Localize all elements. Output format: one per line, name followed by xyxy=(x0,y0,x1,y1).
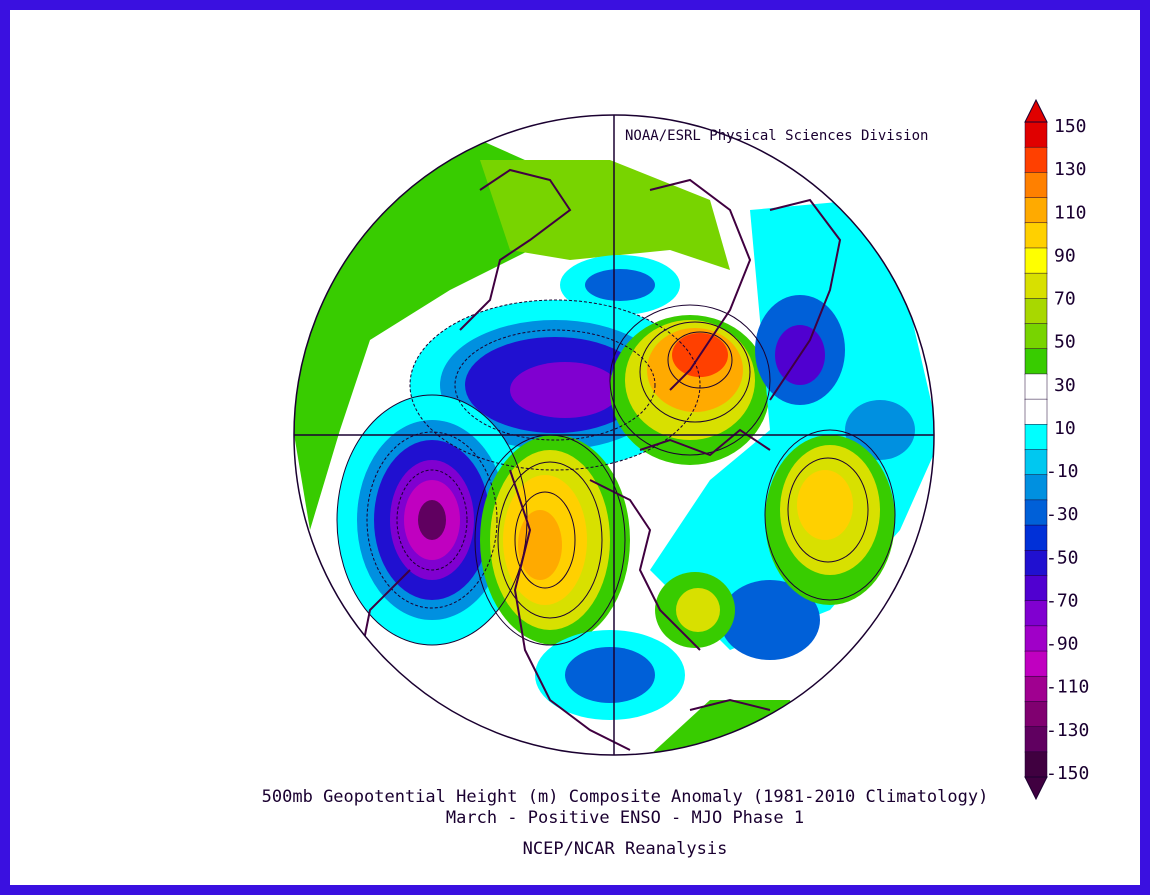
colorbar-swatch xyxy=(1024,172,1048,199)
colorbar-swatch xyxy=(1024,298,1048,325)
colorbar-tick-label: -150 xyxy=(1046,763,1089,784)
colorbar-swatch xyxy=(1024,398,1048,426)
colorbar-swatch xyxy=(1024,197,1048,224)
colorbar-swatch xyxy=(1024,675,1048,703)
colorbar-swatch xyxy=(1024,524,1048,552)
colorbar-swatch xyxy=(1024,575,1048,602)
colorbar-swatch xyxy=(1024,625,1048,652)
anomaly-map: 150 130 110 90 70 50 30 10 -10 -30 -50 -70 -90 -110 -1… xyxy=(293,98,1089,801)
colorbar-swatch xyxy=(1024,424,1048,451)
colorbar-arrow xyxy=(1024,98,1048,123)
colorbar-tick-label: 70 xyxy=(1054,289,1076,310)
map-title: 500mb Geopotential Height (m) Composite … xyxy=(261,787,989,807)
colorbar-swatch xyxy=(1024,499,1048,526)
colorbar-tick-label: 90 xyxy=(1054,245,1076,266)
credit-label: NOAA/ESRL Physical Sciences Division xyxy=(625,128,929,144)
data-source-label: NCEP/NCAR Reanalysis xyxy=(522,839,728,859)
contour-lines xyxy=(336,299,896,646)
colorbar-tick-label: 30 xyxy=(1054,375,1076,396)
colorbar-tick-label: 110 xyxy=(1054,202,1087,223)
anomaly-field xyxy=(294,115,934,755)
colorbar-swatch xyxy=(1024,701,1048,728)
map-subtitle: March - Positive ENSO - MJO Phase 1 xyxy=(445,808,805,828)
colorbar-swatch xyxy=(1024,474,1048,501)
colorbar-tick-label: 130 xyxy=(1054,159,1087,180)
colorbar-swatch xyxy=(1024,323,1048,350)
colorbar-swatch xyxy=(1024,146,1048,174)
colorbar-swatch xyxy=(1024,600,1048,627)
colorbar-swatch xyxy=(1024,373,1048,400)
colorbar-tick-label: -70 xyxy=(1046,590,1079,611)
colorbar-tick-label: -130 xyxy=(1046,720,1089,741)
colorbar-arrow xyxy=(1024,776,1048,801)
colorbar-tick-label: -10 xyxy=(1046,461,1079,482)
colorbar-swatch xyxy=(1024,751,1048,778)
colorbar-tick-label: -30 xyxy=(1046,504,1079,525)
colorbar-swatch xyxy=(1024,550,1048,577)
colorbar-tick-label: 150 xyxy=(1054,116,1087,137)
colorbar-swatch xyxy=(1024,449,1048,476)
colorbar-swatch xyxy=(1024,247,1048,274)
colorbar-swatch xyxy=(1024,222,1048,249)
colorbar-swatch xyxy=(1024,348,1048,375)
colorbar: 150 130 110 90 70 50 30 10 -10 -30 -50 -70 -90 -110 -1… xyxy=(1024,98,1089,801)
colorbar-swatch xyxy=(1024,272,1048,300)
colorbar-tick-label: 50 xyxy=(1054,332,1076,353)
figure-frame: 150 130 110 90 70 50 30 10 -10 -30 -50 -70 -90 -110 -1… xyxy=(10,10,1140,885)
colorbar-tick-label: -110 xyxy=(1046,677,1089,698)
colorbar-swatch xyxy=(1024,650,1048,677)
colorbar-tick-label: -50 xyxy=(1046,547,1079,568)
colorbar-tick-label: 10 xyxy=(1054,418,1076,439)
colorbar-swatch xyxy=(1024,121,1048,148)
colorbar-tick-label: -90 xyxy=(1046,634,1079,655)
colorbar-swatch xyxy=(1024,726,1048,753)
